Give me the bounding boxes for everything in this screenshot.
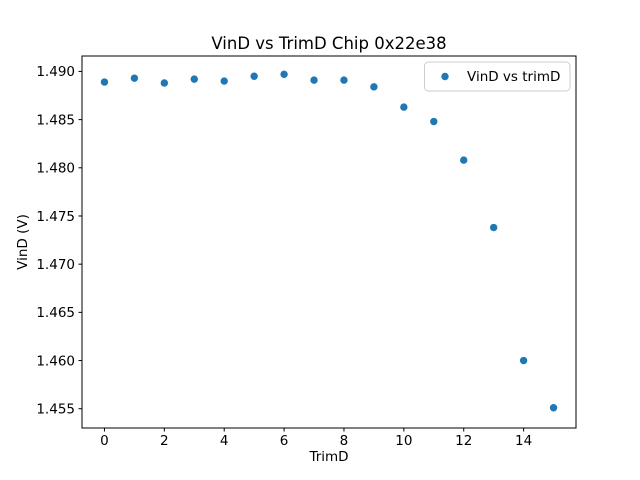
data-point xyxy=(250,72,258,80)
data-point xyxy=(549,404,558,412)
data-point xyxy=(130,74,139,82)
data-point xyxy=(519,356,528,365)
y-tick-label: 1.485 xyxy=(36,112,75,128)
x-tick-label: 4 xyxy=(220,433,229,449)
y-tick-label: 1.490 xyxy=(36,64,75,80)
x-axis-ticks: 0 2 4 6 8 10 12 14 xyxy=(100,428,532,449)
y-axis-ticks: 1.455 1.460 1.465 1.470 1.475 1.480 1.485 1.490 xyxy=(36,64,82,418)
x-tick-label: 10 xyxy=(395,433,412,449)
x-tick-label: 12 xyxy=(455,433,472,449)
y-tick-label: 1.470 xyxy=(36,257,75,273)
data-points xyxy=(100,70,558,412)
x-axis-label: TrimD xyxy=(308,449,348,465)
data-point xyxy=(280,70,288,79)
x-tick-label: 14 xyxy=(515,433,532,449)
data-point xyxy=(220,77,228,85)
data-point xyxy=(160,79,169,87)
y-tick-label: 1.465 xyxy=(36,305,75,321)
data-point xyxy=(370,83,378,91)
x-tick-label: 6 xyxy=(280,433,289,449)
legend-entry-label: VinD vs trimD xyxy=(467,69,560,85)
data-point xyxy=(340,76,348,84)
data-point xyxy=(430,117,438,126)
x-tick-label: 8 xyxy=(340,433,349,449)
y-tick-label: 1.475 xyxy=(36,209,75,225)
legend: VinD vs trimD xyxy=(424,61,571,92)
x-tick-label: 0 xyxy=(100,433,109,449)
data-point xyxy=(460,156,468,164)
chart-title: VinD vs TrimD Chip 0x22e38 xyxy=(211,34,446,53)
data-point xyxy=(190,75,198,83)
legend-box xyxy=(424,61,571,92)
y-axis-label: VinD (V) xyxy=(15,214,31,270)
plot-area xyxy=(81,55,577,429)
legend-marker-icon xyxy=(441,72,449,81)
y-tick-label: 1.455 xyxy=(36,402,75,418)
data-point xyxy=(489,223,498,232)
data-point xyxy=(100,78,109,86)
data-point xyxy=(400,103,408,111)
y-tick-label: 1.480 xyxy=(36,161,75,177)
data-point xyxy=(310,76,318,84)
y-tick-label: 1.460 xyxy=(36,353,75,369)
x-tick-label: 2 xyxy=(160,433,169,449)
